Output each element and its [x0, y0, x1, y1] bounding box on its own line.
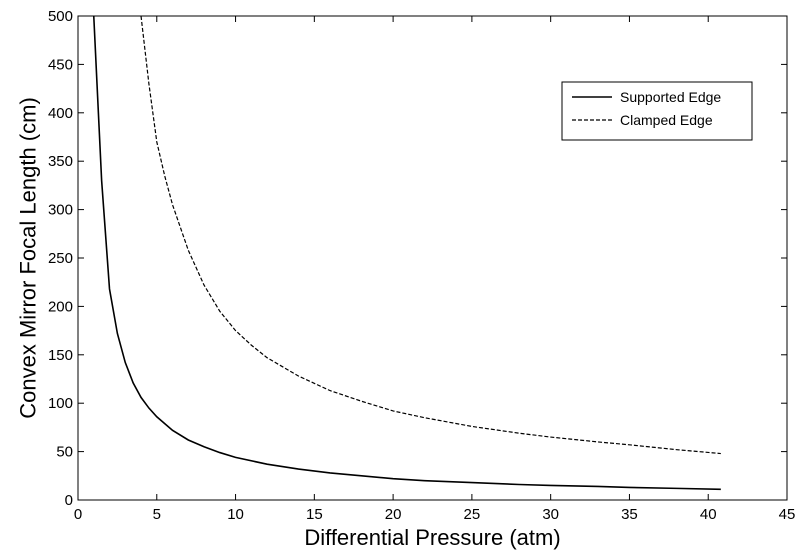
y-tick-label: 450: [48, 56, 73, 73]
x-tick-label: 35: [621, 506, 638, 523]
legend-label: Supported Edge: [620, 89, 721, 105]
x-tick-label: 15: [306, 506, 323, 523]
y-tick-label: 150: [48, 347, 73, 364]
x-tick-label: 0: [74, 506, 82, 523]
x-axis-label: Differential Pressure (atm): [304, 525, 560, 550]
y-tick-label: 400: [48, 105, 73, 122]
series-layer: [92, 16, 721, 491]
legend-label: Clamped Edge: [620, 112, 713, 128]
y-axis-label: Convex Mirror Focal Length (cm): [16, 97, 41, 419]
y-tick-label: 50: [56, 444, 73, 461]
y-tick-label: 350: [48, 153, 73, 170]
x-tick-label: 10: [227, 506, 244, 523]
y-tick-label: 250: [48, 250, 73, 267]
series-line-clamped-edge: [140, 16, 721, 455]
x-tick-label: 20: [385, 506, 402, 523]
x-tick-label: 40: [700, 506, 717, 523]
legend: Supported Edge Clamped Edge: [561, 81, 753, 141]
legend-box: [561, 81, 753, 141]
x-tick-label: 25: [464, 506, 481, 523]
y-tick-label: 500: [48, 8, 73, 25]
x-tick-label: 45: [779, 506, 796, 523]
x-tick-label: 5: [153, 506, 161, 523]
series-line-supported-edge: [92, 16, 721, 491]
y-tick-label: 300: [48, 202, 73, 219]
x-tick-label: 30: [542, 506, 559, 523]
y-tick-label: 200: [48, 298, 73, 315]
y-tick-label: 0: [65, 492, 73, 509]
y-tick-label: 100: [48, 395, 73, 412]
axes: 0 5 10 15 20 25 30 35 40 450501001502002503003504…: [48, 8, 795, 523]
